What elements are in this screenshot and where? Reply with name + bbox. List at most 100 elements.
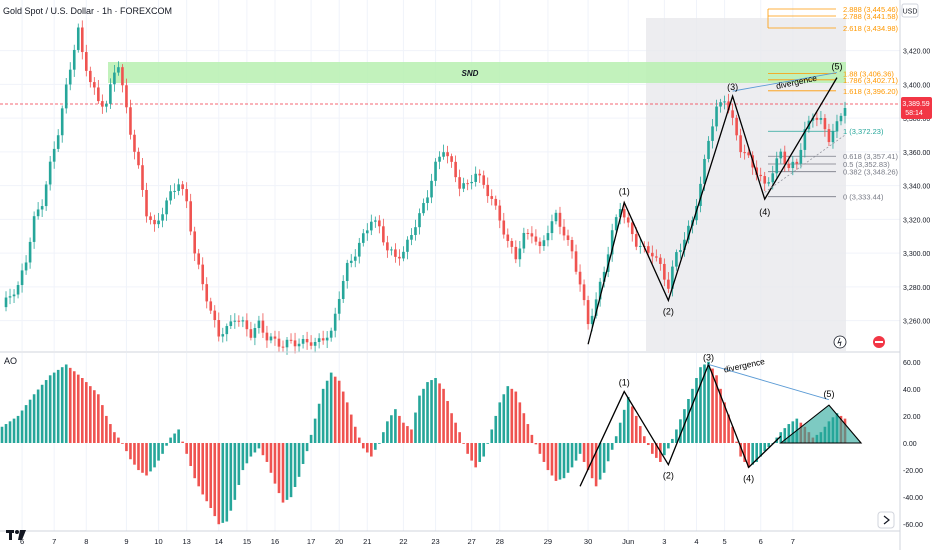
fib-extension[interactable]: 2.888 (3,445.46)2.788 (3,441.58) 2.618 (3…: [767, 5, 899, 202]
ao-bar: [715, 375, 718, 443]
ao-bar: [687, 399, 690, 443]
fib-level-label: 0.5 (3,352.83): [843, 160, 890, 169]
ao-bar: [695, 378, 698, 443]
ao-bar: [145, 443, 148, 476]
ao-bar: [498, 402, 502, 443]
ao-histogram[interactable]: [0, 361, 847, 525]
ao-bar: [181, 441, 184, 443]
ao-bar: [297, 443, 301, 477]
ao-bar: [325, 380, 329, 443]
ao-axis[interactable]: 60.00 40.00 20.00 0.00 -20.00 -40.00 -60.00: [903, 360, 923, 529]
candle: [458, 177, 461, 189]
candle: [747, 152, 750, 156]
candle: [353, 256, 357, 261]
candle: [610, 230, 614, 255]
candle: [462, 183, 465, 189]
candle: [683, 239, 686, 251]
candle: [655, 256, 658, 258]
candle: [410, 235, 413, 240]
ao-bar: [446, 401, 449, 443]
ao-bar: [430, 380, 433, 443]
candle: [438, 156, 441, 162]
ao-bar: [153, 443, 156, 468]
candle: [193, 231, 196, 254]
ao-bar: [703, 364, 706, 443]
candle: [538, 241, 542, 247]
candle: [76, 27, 80, 50]
time-tick-label: 6: [759, 537, 763, 546]
candle: [831, 131, 835, 143]
candle: [237, 320, 241, 322]
candle: [618, 209, 622, 218]
ao-bar: [610, 443, 614, 450]
candle: [803, 129, 807, 150]
candle: [80, 27, 84, 53]
candle: [590, 315, 594, 325]
ao-bar: [486, 443, 490, 444]
candle: [253, 328, 257, 338]
flag-icon[interactable]: [873, 336, 885, 348]
price-candles[interactable]: [4, 20, 847, 355]
fib-level-label: 0.618 (3,357.41): [843, 152, 899, 161]
ao-bar: [12, 418, 16, 443]
scroll-right-icon[interactable]: [877, 511, 895, 529]
ao-divergence-label: divergence: [723, 356, 766, 374]
ao-bar: [675, 429, 678, 443]
candle: [482, 175, 486, 185]
ao-bar: [253, 443, 257, 453]
wave-label: (5): [831, 62, 842, 72]
candle: [542, 240, 546, 247]
ao-bar: [470, 443, 473, 461]
ao-bar: [197, 443, 201, 487]
candle: [273, 336, 277, 339]
supply-zone[interactable]: [108, 62, 846, 83]
ao-bar: [56, 369, 60, 443]
ao-bar: [125, 443, 128, 452]
time-tick-label: 28: [496, 537, 504, 546]
candle: [815, 117, 819, 120]
ao-bar: [542, 443, 546, 462]
ao-bar: [526, 424, 530, 443]
ao-bar: [478, 443, 482, 462]
ao-bar: [691, 388, 694, 443]
fib-level-label: 1.786 (3,402.71): [843, 76, 899, 85]
candle: [325, 337, 329, 341]
ao-bar: [791, 421, 795, 443]
ao-bar: [622, 409, 626, 443]
candle: [8, 296, 12, 298]
candle: [382, 226, 385, 243]
ao-bar: [406, 426, 409, 443]
current-price-badge[interactable]: [901, 97, 932, 119]
ao-tick-label: 60.00: [903, 360, 921, 367]
ao-wave-line: [579, 362, 782, 487]
ao-bar: [767, 443, 771, 448]
price-axis[interactable]: 3,420.00 3,400.00 3,380.00 3,360.00 3,340.00…: [903, 49, 930, 326]
ao-bar: [273, 443, 277, 484]
candle: [667, 279, 670, 289]
ao-bar: [44, 380, 48, 443]
candle: [791, 161, 795, 169]
fib-level-label: 1.618 (3,396.20): [843, 87, 899, 96]
candle: [217, 320, 221, 337]
ao-bar: [699, 367, 702, 443]
ao-bar: [454, 422, 457, 443]
candle: [386, 242, 389, 251]
time-tick-label: 9: [124, 537, 128, 546]
ao-bar: [353, 426, 357, 443]
currency-badge[interactable]: [901, 3, 919, 18]
ao-bar: [313, 418, 317, 443]
candle: [378, 220, 381, 227]
ao-bar: [783, 428, 787, 443]
ao-bar: [634, 415, 638, 443]
candle: [297, 343, 301, 347]
candle: [602, 271, 606, 282]
candle: [739, 135, 742, 153]
ao-bar: [333, 376, 337, 443]
ao-bar: [329, 372, 333, 443]
alert-icon[interactable]: [833, 335, 847, 349]
candle: [490, 196, 494, 199]
time-axis[interactable]: 6 7 8 9 10 13 14 15 16 17 20 21 22 23 27 28 29 30 Jun 3 4 5 6 7: [20, 537, 795, 546]
price-tick-label: 3,360.00: [903, 150, 930, 157]
ao-bar: [80, 378, 84, 443]
